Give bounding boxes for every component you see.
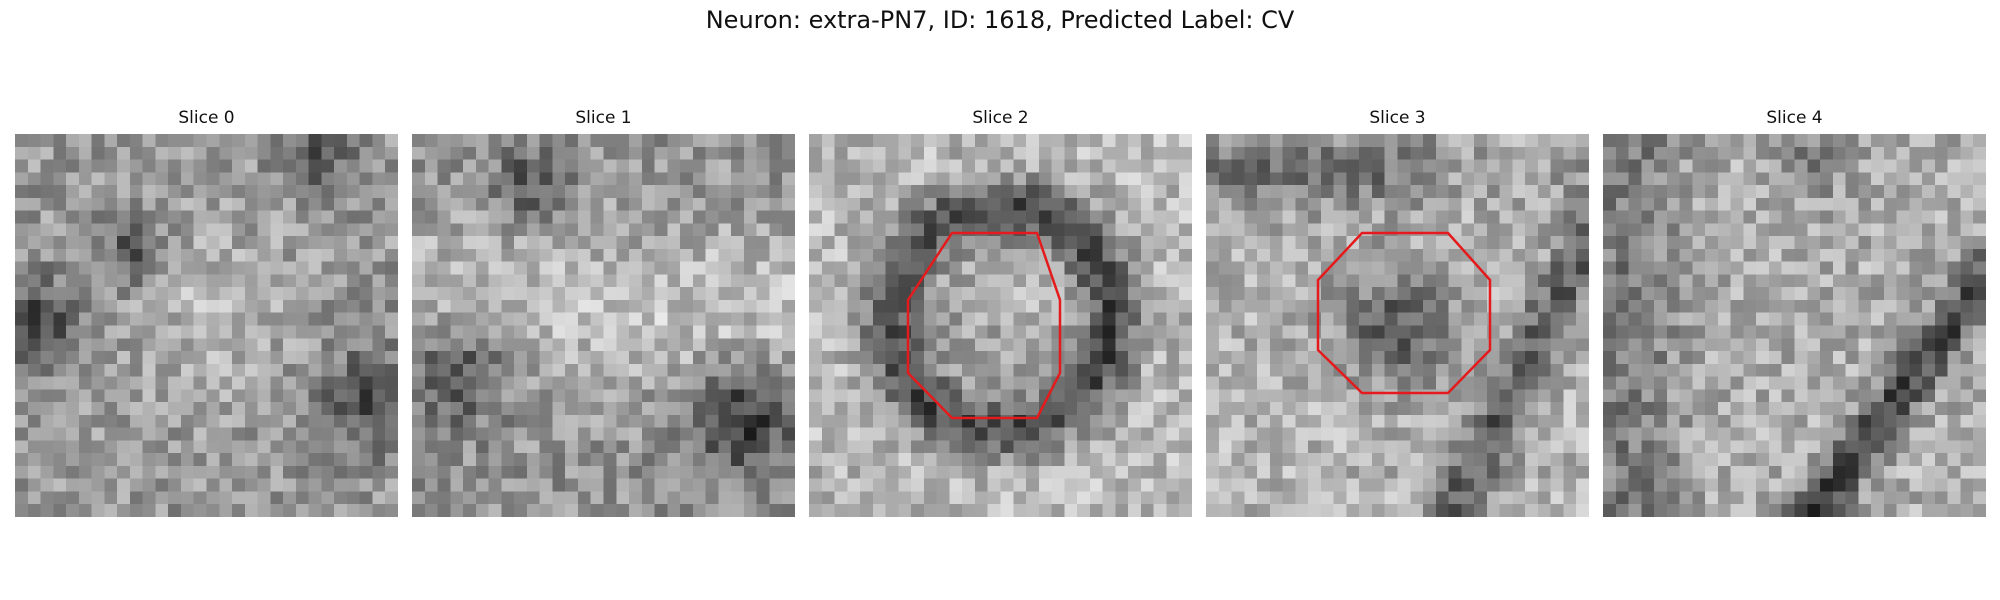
slice-pixels [15,134,398,517]
slice-title: Slice 0 [178,108,235,128]
roi-octagon [1316,231,1492,395]
figure-title: Neuron: extra-PN7, ID: 1618, Predicted L… [705,6,1295,34]
slice-title: Slice 1 [575,108,632,128]
slice-image [412,134,795,517]
roi-octagon [906,231,1062,420]
roi-octagon-outline [906,231,1062,420]
slice-pixels [412,134,795,517]
slice-image [1603,134,1986,517]
slice-title: Slice 3 [1369,108,1426,128]
slice-title: Slice 4 [1766,108,1823,128]
slice-pixels [1603,134,1986,517]
slice-pixels [1206,134,1589,517]
roi-octagon-outline [1316,231,1492,395]
slice-image [809,134,1192,517]
slice-pixels [809,134,1192,517]
slice-title: Slice 2 [972,108,1029,128]
slice-image [1206,134,1589,517]
slice-image [15,134,398,517]
